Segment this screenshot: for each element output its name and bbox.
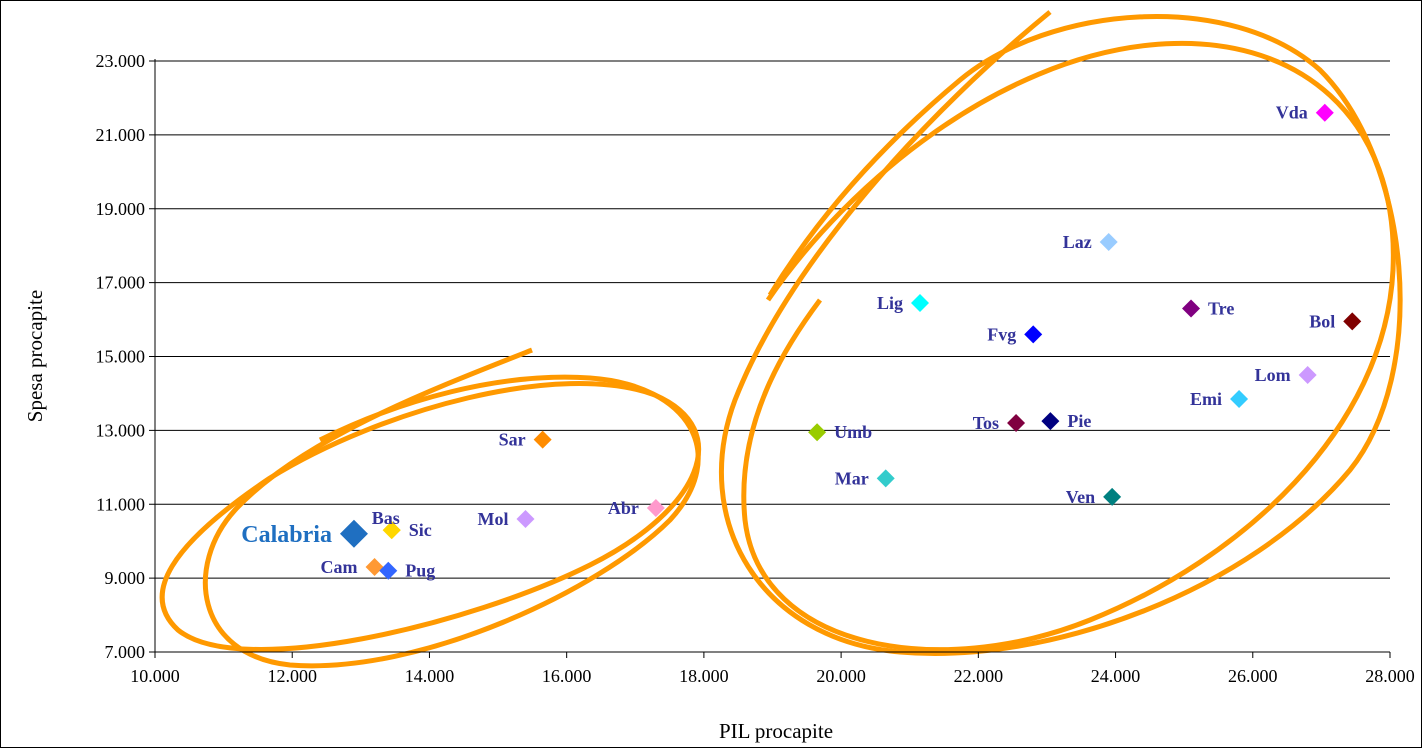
y-tick-label: 15.000 [96,347,146,367]
y-tick-labels: 7.000 9.000 11.000 13.000 15.000 17.000 19.000… [96,51,146,662]
point-label-lig: Lig [877,293,903,313]
y-axis-title: Spesa procapite [23,290,47,422]
point-cam [365,558,384,577]
x-tick-label: 12.000 [267,666,317,686]
point-label-umb: Umb [834,422,872,442]
point-lom [1298,365,1317,384]
point-tre [1182,299,1201,318]
point-laz [1099,232,1118,251]
cluster-ellipse-large-outer [718,10,1403,656]
point-calabria [339,519,368,548]
point-mar [876,469,895,488]
y-tick-label: 17.000 [96,273,146,293]
point-label-mar: Mar [835,468,869,488]
point-bol [1343,312,1362,331]
point-label-bas: Bas [372,508,400,528]
y-tick-label: 13.000 [96,420,146,440]
point-label-bol: Bol [1309,311,1335,331]
y-tick-label: 19.000 [96,199,146,219]
point-pie [1041,412,1060,431]
point-label-pug: Pug [405,561,435,581]
point-label-calabria: Calabria [241,522,332,548]
x-tick-label: 22.000 [954,666,1004,686]
point-label-sar: Sar [499,430,526,450]
point-label-laz: Laz [1063,232,1092,252]
cluster-ellipse-small-inner [202,347,701,669]
point-pug [379,561,398,580]
point-label-vda: Vda [1276,103,1308,123]
y-tick-label: 23.000 [96,51,146,71]
point-label-fvg: Fvg [987,324,1016,344]
x-tick-label: 18.000 [679,666,729,686]
point-fvg [1024,325,1043,344]
point-emi [1230,389,1249,408]
point-sic [382,521,401,540]
x-tick-label: 26.000 [1228,666,1278,686]
point-label-tre: Tre [1208,298,1234,318]
point-ven [1103,487,1122,506]
point-label-sic: Sic [409,520,432,540]
point-label-ven: Ven [1066,487,1095,507]
axes [149,59,1391,658]
data-points [339,103,1362,580]
x-tick-label: 28.000 [1365,666,1415,686]
point-label-tos: Tos [973,413,999,433]
point-label-mol: Mol [478,509,509,529]
point-label-pie: Pie [1067,411,1091,431]
cluster-annotations [159,10,1403,669]
point-label-emi: Emi [1190,389,1222,409]
cluster-ellipse-small-outer [159,381,702,653]
point-label-abr: Abr [608,498,639,518]
point-mol [516,510,535,529]
x-tick-label: 14.000 [405,666,455,686]
point-label-cam: Cam [321,557,358,577]
x-tick-label: 16.000 [542,666,592,686]
x-tick-labels: 10.000 12.000 14.000 16.000 18.000 20.000 22.0… [130,666,1415,686]
point-vda [1315,103,1334,122]
point-umb [808,423,827,442]
cluster-ellipse-large-inner [741,41,1396,653]
point-tos [1007,413,1026,432]
point-label-lom: Lom [1255,365,1291,385]
y-tick-label: 21.000 [96,125,146,145]
point-lig [911,293,930,312]
y-tick-label: 7.000 [105,642,146,662]
x-tick-label: 10.000 [130,666,180,686]
x-tick-label: 20.000 [816,666,866,686]
grid-lines [155,60,1390,579]
point-abr [646,498,665,517]
data-labels: Calabria Bas Sic Cam Pug Mol Abr Sar Umb Mar Lig Fv… [241,103,1335,581]
x-tick-label: 24.000 [1091,666,1141,686]
y-tick-label: 11.000 [96,494,145,514]
point-sar [533,430,552,449]
y-tick-label: 9.000 [105,568,146,588]
x-axis-title: PIL procapite [719,719,833,743]
